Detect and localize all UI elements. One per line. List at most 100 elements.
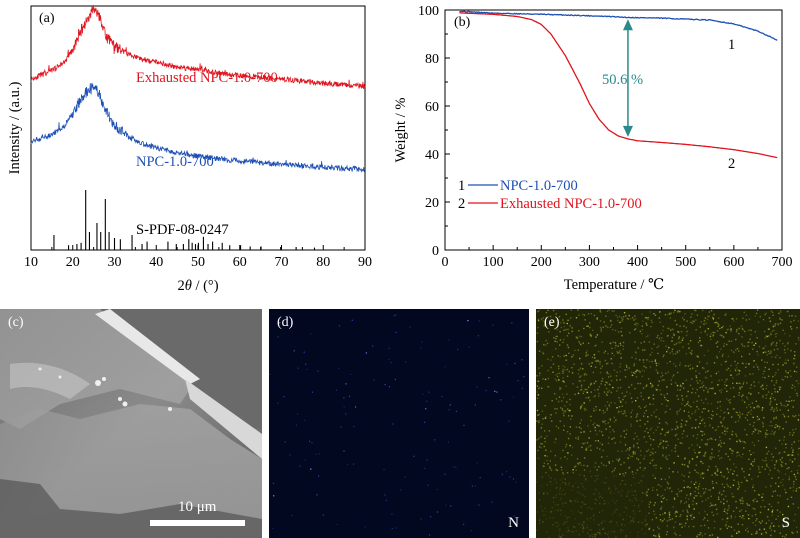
n-map-pixel bbox=[343, 406, 345, 408]
s-map-pixel bbox=[794, 351, 796, 353]
s-map-pixel bbox=[615, 508, 617, 511]
n-map-pixel bbox=[305, 363, 307, 365]
s-map-pixel bbox=[541, 410, 544, 412]
s-map-pixel bbox=[797, 382, 800, 385]
s-map-pixel bbox=[659, 519, 662, 521]
s-map-pixel bbox=[555, 482, 558, 484]
s-map-pixel bbox=[569, 325, 571, 327]
s-map-pixel bbox=[781, 461, 783, 463]
s-map-pixel bbox=[619, 483, 621, 485]
s-map-pixel bbox=[554, 464, 557, 466]
s-map-pixel bbox=[792, 454, 794, 456]
s-map-pixel bbox=[580, 431, 582, 434]
s-map-pixel bbox=[593, 354, 596, 356]
s-map-pixel bbox=[589, 326, 591, 329]
s-map-pixel bbox=[730, 374, 732, 376]
s-map-pixel bbox=[768, 519, 770, 522]
s-map-pixel bbox=[790, 400, 793, 402]
s-map-pixel bbox=[766, 429, 768, 432]
s-map-pixel bbox=[568, 409, 570, 412]
s-map-pixel bbox=[695, 319, 697, 321]
s-map-pixel bbox=[636, 535, 639, 537]
s-map-pixel bbox=[585, 479, 587, 481]
s-map-pixel bbox=[631, 356, 633, 359]
s-map-pixel bbox=[712, 316, 714, 319]
s-map-pixel bbox=[731, 449, 733, 452]
s-map-pixel bbox=[721, 518, 724, 521]
s-map-pixel bbox=[612, 460, 614, 462]
s-map-pixel bbox=[644, 406, 646, 408]
s-map-pixel bbox=[593, 422, 596, 424]
s-map-pixel bbox=[620, 401, 622, 403]
s-map-pixel bbox=[720, 409, 722, 412]
s-map-pixel bbox=[788, 478, 790, 480]
s-map-pixel bbox=[588, 396, 590, 398]
s-map-pixel bbox=[741, 386, 743, 388]
s-map-pixel bbox=[733, 320, 735, 322]
s-map-pixel bbox=[681, 339, 684, 341]
s-map-pixel bbox=[735, 338, 737, 341]
n-map-pixel bbox=[311, 442, 313, 444]
s-map-pixel bbox=[702, 477, 705, 479]
s-map-pixel bbox=[719, 405, 721, 408]
s-map-pixel bbox=[543, 514, 545, 516]
s-map-pixel bbox=[567, 408, 569, 410]
s-map-pixel bbox=[623, 475, 625, 477]
s-map-pixel bbox=[582, 486, 584, 488]
s-map-pixel bbox=[559, 388, 561, 390]
s-map-pixel bbox=[751, 515, 753, 517]
s-map-pixel bbox=[669, 360, 671, 363]
s-map-pixel bbox=[722, 336, 725, 338]
s-map-pixel bbox=[743, 401, 746, 403]
n-map-element-label: N bbox=[508, 515, 519, 531]
s-map-pixel bbox=[689, 368, 692, 370]
s-map-pixel bbox=[580, 427, 582, 430]
s-map-pixel bbox=[659, 443, 661, 445]
s-map-pixel bbox=[583, 527, 585, 530]
s-map-pixel bbox=[761, 466, 763, 468]
n-map-pixel bbox=[345, 413, 347, 415]
s-map-pixel bbox=[649, 501, 652, 503]
s-map-pixel bbox=[625, 401, 627, 404]
s-map-pixel bbox=[675, 510, 677, 512]
s-map-pixel bbox=[589, 334, 592, 336]
s-map-pixel bbox=[616, 390, 618, 392]
s-map-pixel bbox=[771, 356, 773, 358]
s-map-pixel bbox=[779, 386, 782, 389]
s-map-pixel bbox=[567, 452, 569, 454]
s-map-pixel bbox=[568, 484, 570, 486]
s-map-pixel bbox=[648, 528, 650, 530]
s-map-pixel bbox=[709, 505, 711, 508]
s-map-pixel bbox=[739, 382, 741, 385]
n-map-pixel bbox=[394, 378, 396, 381]
s-map-pixel bbox=[771, 408, 773, 410]
tga-arrow-head-down bbox=[622, 125, 633, 137]
s-map-pixel bbox=[631, 401, 633, 403]
s-map-pixel bbox=[624, 444, 627, 446]
xrd-x-tick-label: 50 bbox=[191, 255, 205, 270]
s-map-pixel bbox=[608, 462, 611, 464]
s-map-pixel bbox=[598, 350, 600, 353]
s-map-pixel bbox=[689, 417, 691, 419]
s-map-pixel bbox=[596, 317, 598, 319]
s-map-pixel bbox=[747, 530, 749, 533]
s-map-pixel bbox=[701, 472, 703, 474]
s-map-pixel bbox=[619, 370, 621, 373]
s-map-pixel bbox=[692, 435, 695, 437]
s-map-pixel bbox=[716, 413, 718, 416]
s-map-pixel bbox=[683, 480, 685, 482]
s-map-pixel bbox=[626, 366, 628, 368]
s-map-pixel bbox=[761, 409, 763, 411]
s-map-pixel bbox=[774, 427, 777, 429]
s-map-pixel bbox=[649, 438, 652, 440]
s-map-pixel bbox=[594, 357, 596, 359]
s-map-pixel bbox=[622, 518, 625, 521]
s-map-pixel bbox=[630, 411, 632, 414]
s-map-pixel bbox=[577, 500, 579, 503]
s-map-pixel bbox=[608, 488, 610, 490]
s-map-pixel bbox=[766, 394, 768, 396]
s-map-pixel bbox=[601, 365, 603, 367]
s-map-pixel bbox=[590, 383, 592, 385]
s-map-pixel bbox=[775, 382, 777, 384]
